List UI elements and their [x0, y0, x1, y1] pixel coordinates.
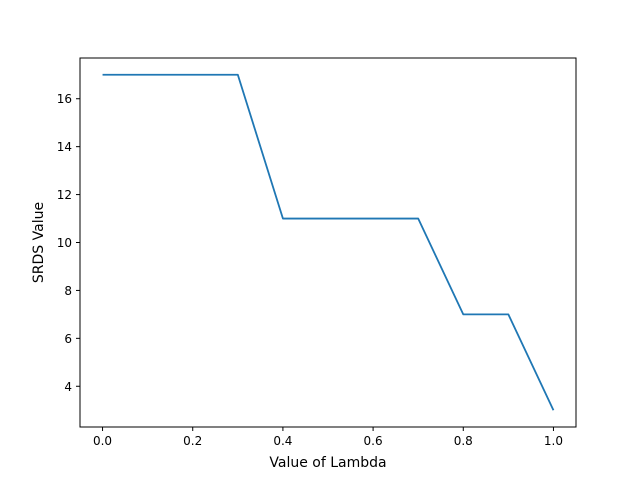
y-tick-label: 14	[57, 140, 72, 154]
series-layer	[103, 75, 554, 410]
axes-frame	[80, 58, 576, 427]
y-tick-label: 4	[64, 380, 72, 394]
y-tick-label: 6	[64, 332, 72, 346]
y-tick-label: 16	[57, 92, 72, 106]
x-tick-label: 0.8	[454, 434, 473, 448]
y-tick-label: 10	[57, 236, 72, 250]
y-axis-label: SRDS Value	[31, 202, 47, 283]
y-axis-ticks: 4 6 8 10 12 14 16	[57, 92, 80, 394]
y-tick-label: 12	[57, 188, 72, 202]
series-line-0	[103, 75, 554, 410]
x-tick-label: 0.2	[183, 434, 202, 448]
x-axis-label: Value of Lambda	[269, 455, 386, 471]
x-tick-label: 0.6	[364, 434, 383, 448]
y-tick-label: 8	[64, 284, 72, 298]
x-axis-ticks: 0.0 0.2 0.4 0.6 0.8 1.0	[93, 427, 563, 448]
x-tick-label: 1.0	[544, 434, 563, 448]
x-tick-label: 0.0	[93, 434, 112, 448]
x-tick-label: 0.4	[273, 434, 292, 448]
